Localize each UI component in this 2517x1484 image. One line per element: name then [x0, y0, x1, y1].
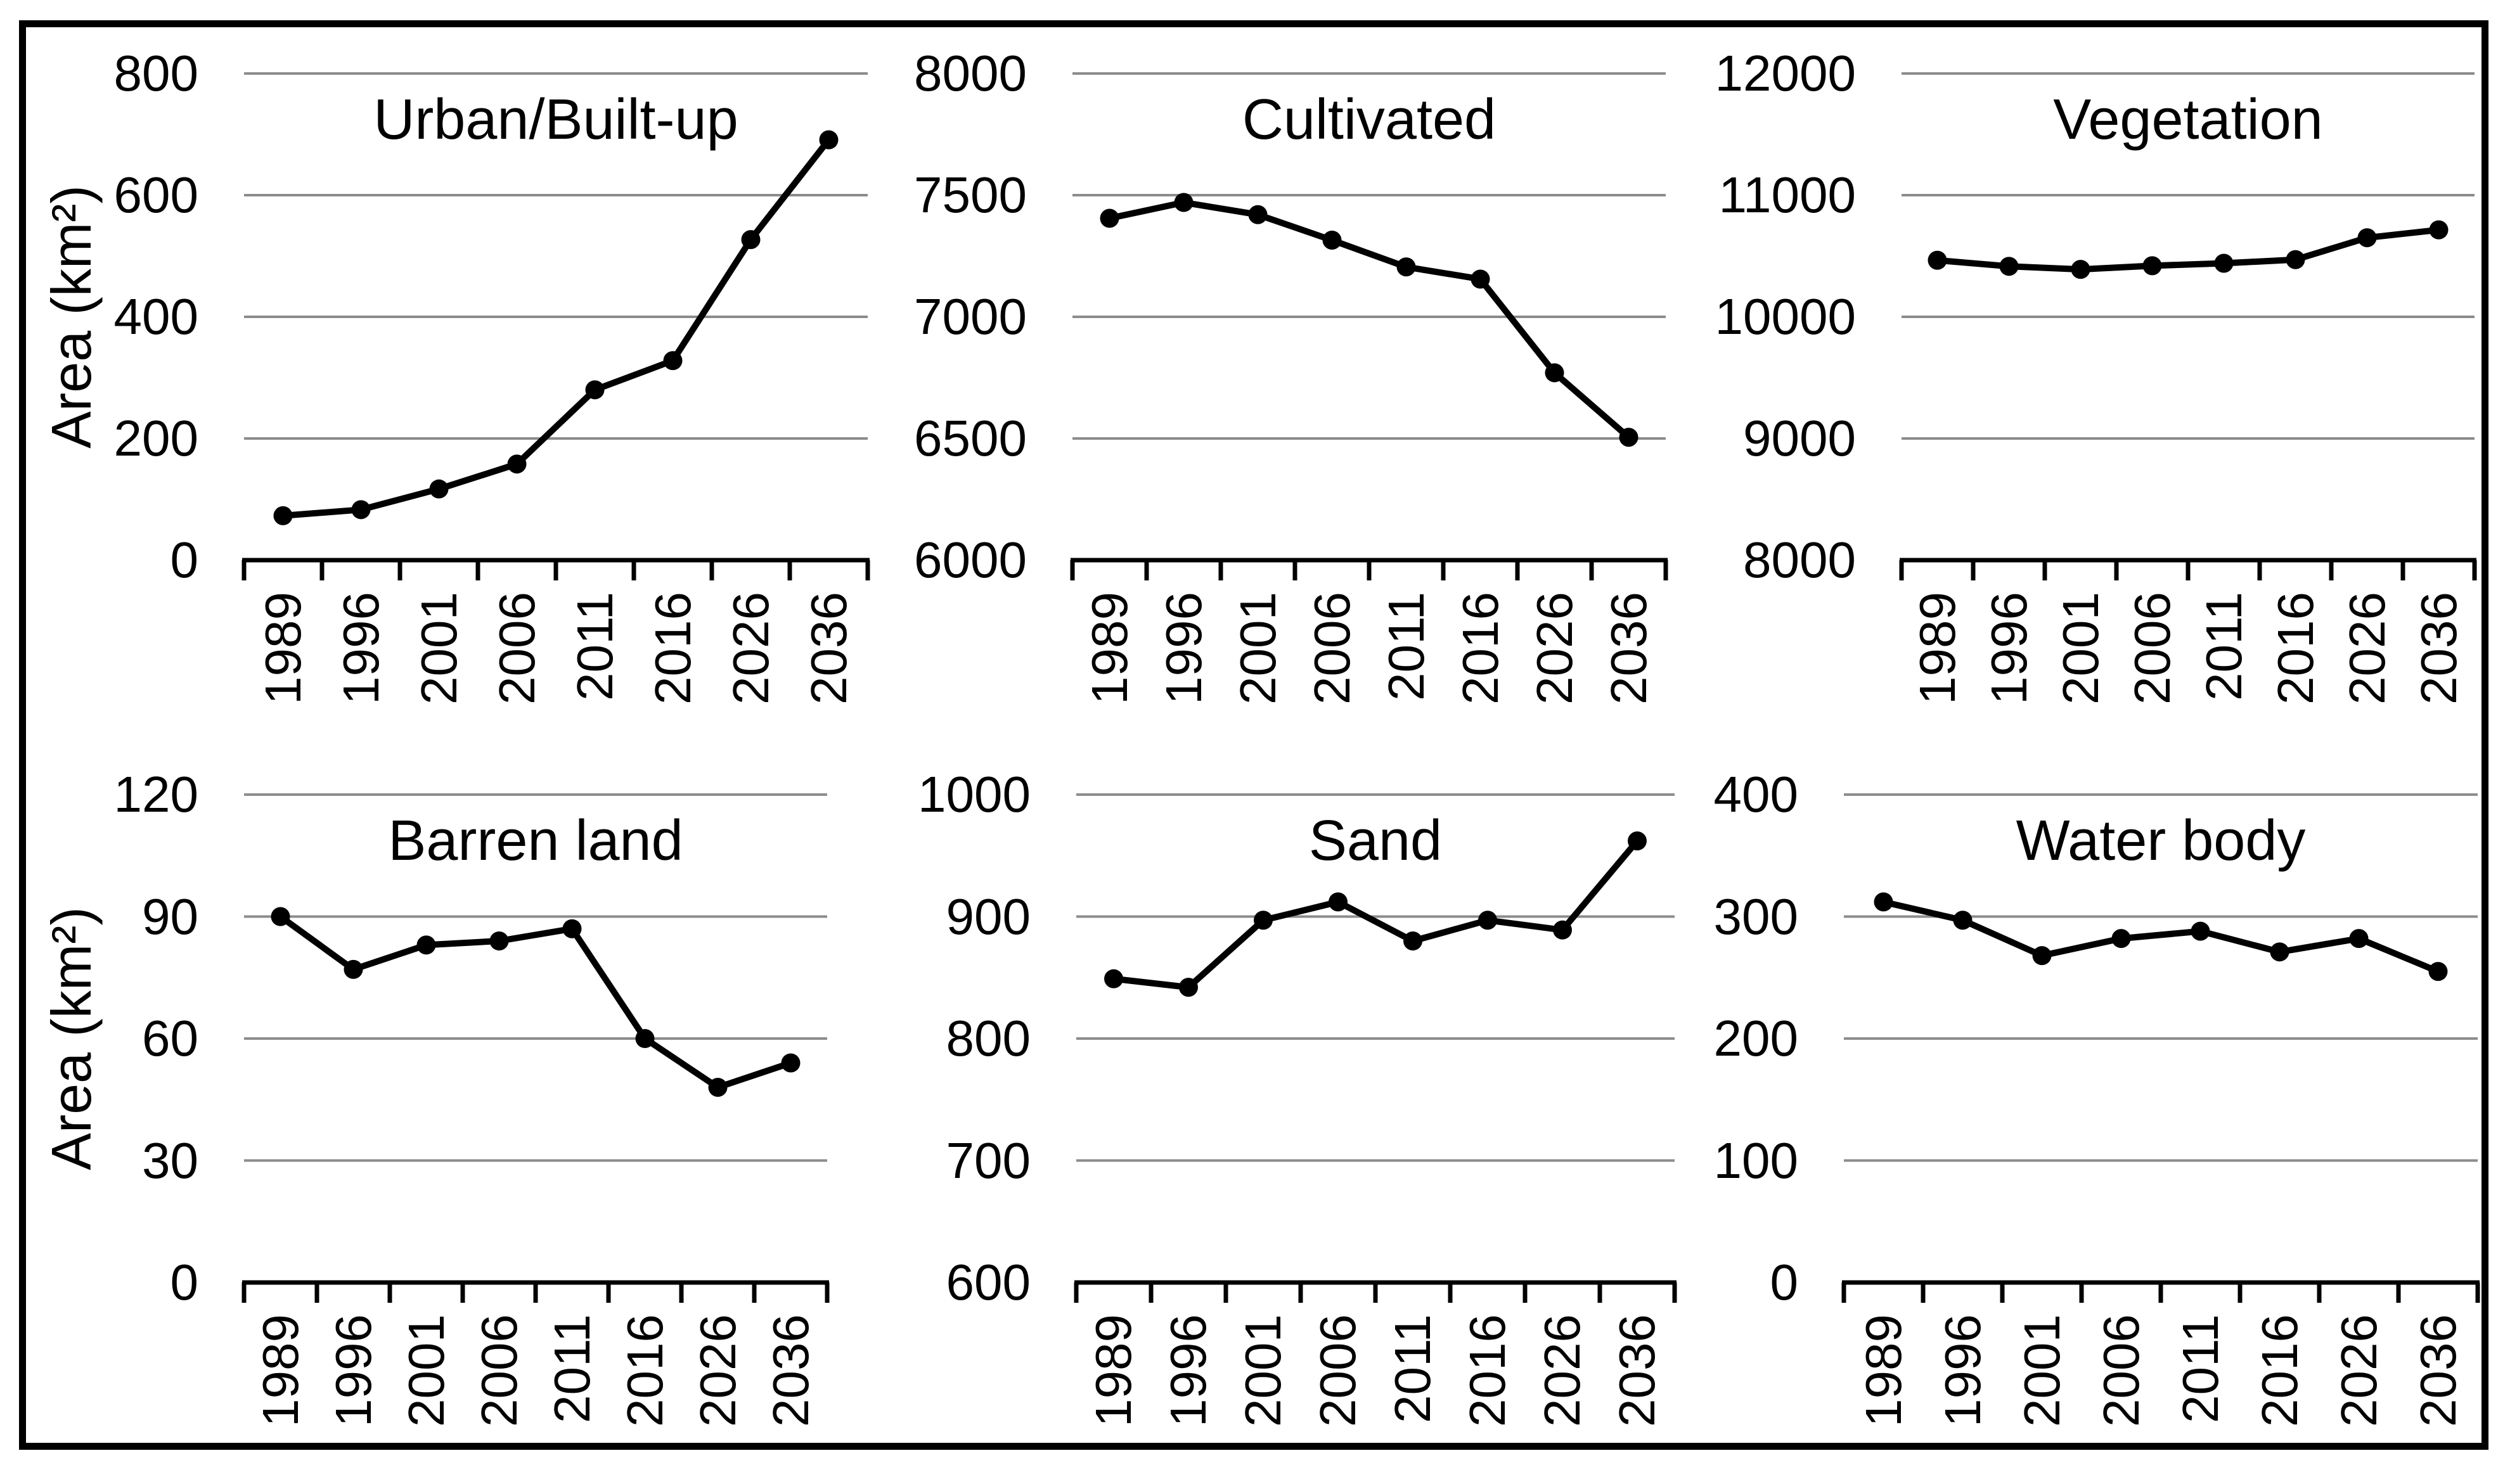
- y-axis-title-bottom-row: Area (km²): [40, 907, 103, 1170]
- figure-border: [19, 20, 2488, 1450]
- y-axis-title-top-row: Area (km²): [40, 185, 103, 449]
